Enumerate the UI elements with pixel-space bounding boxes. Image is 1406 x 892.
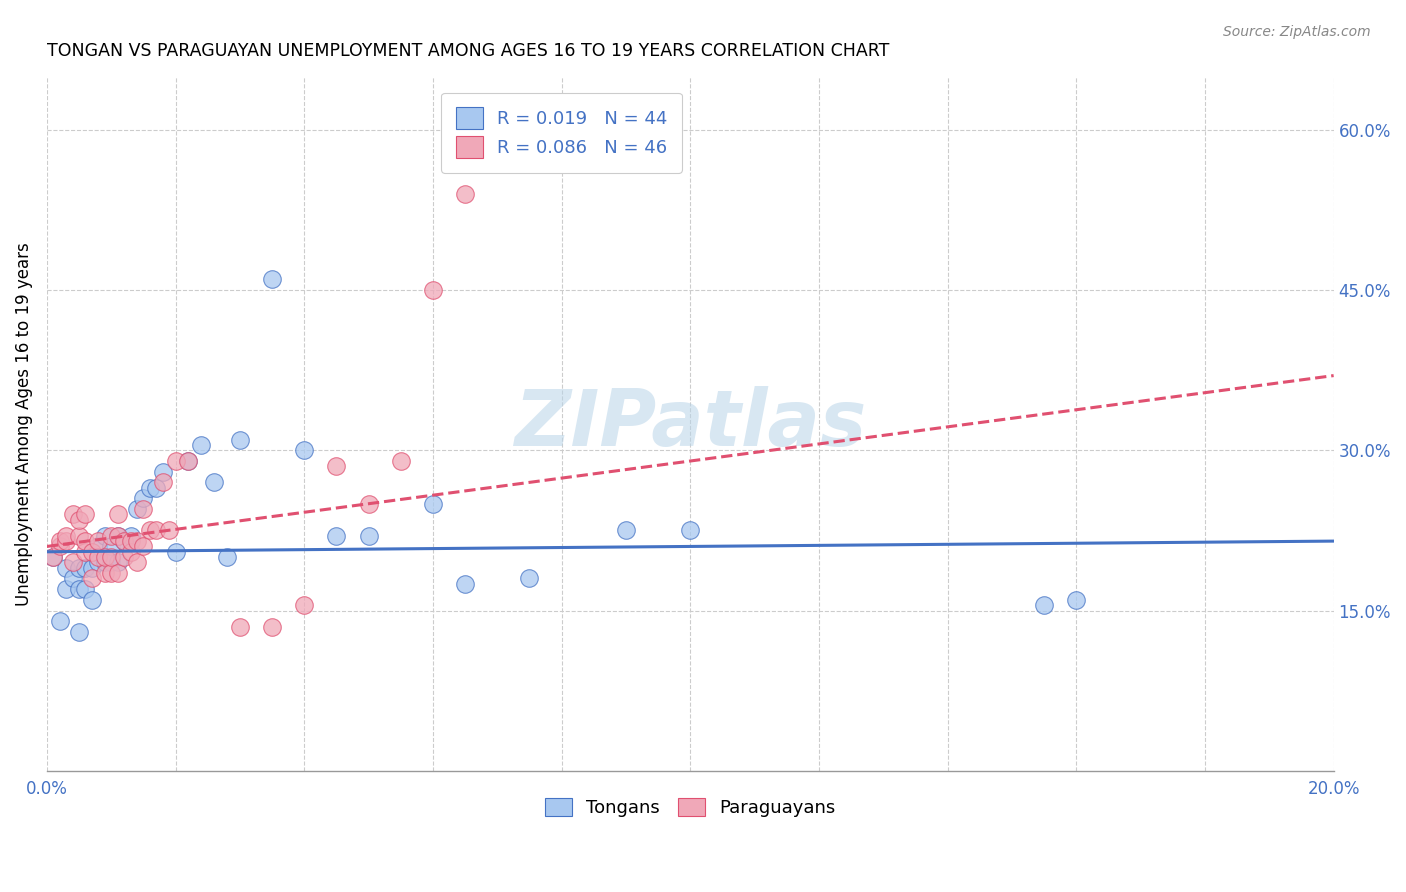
Point	[94, 566, 117, 581]
Point	[87, 540, 110, 554]
Point	[1033, 598, 1056, 612]
Point	[145, 481, 167, 495]
Point	[132, 540, 155, 554]
Point	[112, 550, 135, 565]
Point	[75, 534, 97, 549]
Point	[107, 566, 129, 581]
Point	[100, 566, 122, 581]
Point	[55, 529, 77, 543]
Point	[100, 556, 122, 570]
Point	[157, 524, 180, 538]
Point	[100, 529, 122, 543]
Point	[112, 534, 135, 549]
Point	[145, 524, 167, 538]
Point	[389, 454, 412, 468]
Point	[229, 433, 252, 447]
Point	[75, 545, 97, 559]
Point	[165, 545, 187, 559]
Point	[519, 572, 541, 586]
Point	[132, 491, 155, 506]
Point	[215, 550, 238, 565]
Point	[139, 481, 162, 495]
Point	[55, 534, 77, 549]
Point	[125, 556, 148, 570]
Point	[62, 508, 84, 522]
Point	[75, 561, 97, 575]
Point	[357, 529, 380, 543]
Point	[107, 529, 129, 543]
Point	[87, 550, 110, 565]
Point	[125, 502, 148, 516]
Point	[42, 550, 65, 565]
Point	[42, 550, 65, 565]
Point	[67, 561, 90, 575]
Point	[120, 529, 142, 543]
Point	[80, 592, 103, 607]
Point	[100, 540, 122, 554]
Point	[67, 513, 90, 527]
Point	[112, 534, 135, 549]
Point	[67, 582, 90, 596]
Point	[229, 619, 252, 633]
Point	[165, 454, 187, 468]
Point	[87, 556, 110, 570]
Text: TONGAN VS PARAGUAYAN UNEMPLOYMENT AMONG AGES 16 TO 19 YEARS CORRELATION CHART: TONGAN VS PARAGUAYAN UNEMPLOYMENT AMONG …	[46, 42, 889, 60]
Point	[107, 529, 129, 543]
Point	[80, 572, 103, 586]
Point	[139, 524, 162, 538]
Point	[177, 454, 200, 468]
Point	[49, 540, 72, 554]
Point	[422, 497, 444, 511]
Point	[107, 508, 129, 522]
Point	[202, 475, 225, 490]
Point	[94, 556, 117, 570]
Point	[107, 556, 129, 570]
Point	[292, 443, 315, 458]
Point	[80, 561, 103, 575]
Point	[49, 534, 72, 549]
Y-axis label: Unemployment Among Ages 16 to 19 years: Unemployment Among Ages 16 to 19 years	[15, 242, 32, 606]
Point	[94, 550, 117, 565]
Point	[454, 577, 477, 591]
Point	[454, 187, 477, 202]
Point	[614, 524, 637, 538]
Point	[62, 572, 84, 586]
Point	[262, 619, 284, 633]
Point	[325, 459, 347, 474]
Text: ZIPatlas: ZIPatlas	[515, 385, 866, 462]
Point	[94, 529, 117, 543]
Point	[80, 545, 103, 559]
Point	[75, 508, 97, 522]
Point	[120, 545, 142, 559]
Legend: Tongans, Paraguayans: Tongans, Paraguayans	[537, 790, 844, 824]
Point	[1064, 592, 1087, 607]
Point	[67, 624, 90, 639]
Text: Source: ZipAtlas.com: Source: ZipAtlas.com	[1223, 25, 1371, 39]
Point	[679, 524, 702, 538]
Point	[67, 529, 90, 543]
Point	[422, 283, 444, 297]
Point	[152, 465, 174, 479]
Point	[325, 529, 347, 543]
Point	[292, 598, 315, 612]
Point	[55, 561, 77, 575]
Point	[75, 582, 97, 596]
Point	[262, 272, 284, 286]
Point	[177, 454, 200, 468]
Point	[132, 502, 155, 516]
Point	[100, 550, 122, 565]
Point	[49, 614, 72, 628]
Point	[62, 556, 84, 570]
Point	[190, 438, 212, 452]
Point	[125, 534, 148, 549]
Point	[87, 534, 110, 549]
Point	[120, 534, 142, 549]
Point	[357, 497, 380, 511]
Point	[55, 582, 77, 596]
Point	[152, 475, 174, 490]
